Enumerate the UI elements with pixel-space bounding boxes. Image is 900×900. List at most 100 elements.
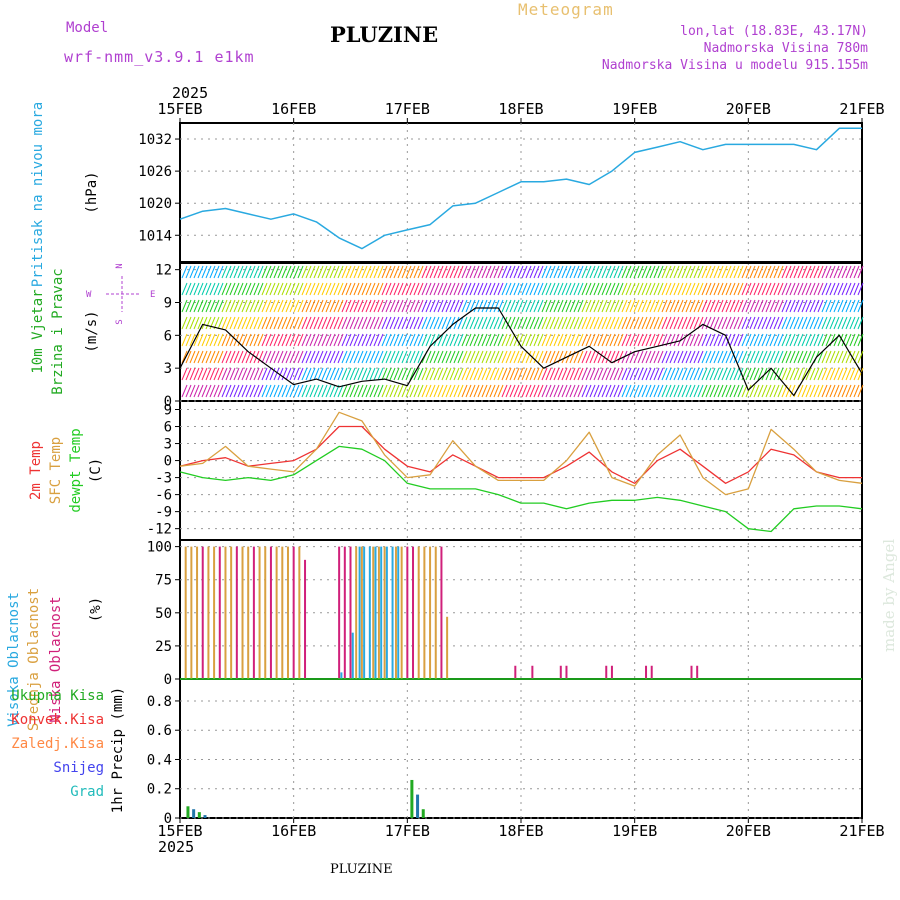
wind-barb: [749, 367, 756, 381]
wind-barb: [809, 282, 816, 296]
y-tick-label: 9: [164, 295, 172, 311]
mid-cloud-bar: [247, 546, 250, 679]
wind-barb: [497, 282, 504, 296]
wind-barb: [793, 367, 800, 381]
temp-line-sfc: [179, 411, 863, 496]
wind-barb: [713, 316, 720, 330]
wind-barb: [673, 367, 680, 381]
wind-barb: [413, 299, 420, 313]
wind-barb: [221, 265, 228, 279]
wind-barb: [841, 367, 848, 381]
wind-barb: [281, 333, 288, 347]
wind-barb: [617, 350, 624, 364]
wind-barb: [425, 350, 432, 364]
wind-barb: [645, 265, 652, 279]
wind-barb: [481, 350, 488, 364]
wind-barb: [793, 333, 800, 347]
wind-barb: [381, 333, 388, 347]
wind-barb: [293, 367, 300, 381]
wind-barb: [669, 367, 676, 381]
wind-barb: [433, 384, 440, 398]
mid-cloud-bar: [230, 546, 233, 679]
wind-barb: [385, 316, 392, 330]
wind-barb: [529, 367, 536, 381]
wind-barb: [425, 333, 432, 347]
wind-barb: [349, 299, 356, 313]
wind-barb: [205, 282, 212, 296]
wind-barb: [609, 350, 616, 364]
wind-barb: [745, 299, 752, 313]
wind-barb: [705, 299, 712, 313]
wind-barb: [429, 282, 436, 296]
wind-barb: [233, 282, 240, 296]
wind-barb: [325, 299, 332, 313]
wind-barb: [797, 282, 804, 296]
wind-barb: [825, 282, 832, 296]
wind-barb: [489, 367, 496, 381]
wind-barb: [757, 367, 764, 381]
y-tick-label: 1020: [138, 196, 172, 212]
wind-barb: [369, 299, 376, 313]
wind-barb: [689, 299, 696, 313]
wind-barb: [533, 350, 540, 364]
wind-barb: [409, 265, 416, 279]
wind-barb: [297, 350, 304, 364]
wind-barb: [777, 384, 784, 398]
wind-barb: [333, 316, 340, 330]
wind-barb: [281, 367, 288, 381]
wind-barb: [273, 299, 280, 313]
wind-barb: [825, 367, 832, 381]
wind-barb: [445, 282, 452, 296]
wind-barb: [649, 350, 656, 364]
wind-barb: [857, 299, 864, 313]
x-tick-label-top: 17FEB: [385, 100, 430, 118]
wind-barb: [277, 299, 284, 313]
wind-barb: [581, 299, 588, 313]
wind-barb: [365, 367, 372, 381]
wind-barb: [545, 282, 552, 296]
wind-barb: [617, 299, 624, 313]
wind-barb: [701, 265, 708, 279]
wind-barb: [409, 333, 416, 347]
wind-barb: [517, 333, 524, 347]
wind-barb: [653, 384, 660, 398]
wind-barb: [373, 350, 380, 364]
wind-barb: [501, 333, 508, 347]
wind-barb: [233, 299, 240, 313]
wind-barb: [577, 299, 584, 313]
wind-barb: [209, 299, 216, 313]
wind-barb: [597, 316, 604, 330]
wind-barb: [737, 316, 744, 330]
wind-barb: [789, 384, 796, 398]
temp2m-label: 2m Temp: [28, 441, 44, 500]
wind-barb: [245, 333, 252, 347]
wind-barb: [717, 367, 724, 381]
wind-barb: [561, 316, 568, 330]
wind-barb: [477, 367, 484, 381]
wind-barb: [701, 282, 708, 296]
wind-barb: [589, 384, 596, 398]
wind-barb: [481, 265, 488, 279]
mid-cloud-bar: [417, 546, 420, 679]
x-tick-label-bottom: 16FEB: [271, 822, 316, 840]
wind-barb: [753, 333, 760, 347]
wind-barb: [185, 333, 192, 347]
wind-barb: [425, 299, 432, 313]
wind-barb: [625, 350, 632, 364]
wind-barb: [473, 384, 480, 398]
wind-barb: [785, 333, 792, 347]
wind-barb: [189, 316, 196, 330]
wind-barb: [325, 316, 332, 330]
wind-barb: [293, 282, 300, 296]
wind-barb: [389, 265, 396, 279]
wind-barb: [241, 299, 248, 313]
wind-barb: [501, 299, 508, 313]
wind-barb: [185, 367, 192, 381]
wind-barb: [289, 333, 296, 347]
wind-barb: [857, 367, 864, 381]
wind-barb: [309, 282, 316, 296]
wind-barb: [653, 333, 660, 347]
wind-barb: [237, 282, 244, 296]
wind-barb: [629, 384, 636, 398]
wind-barb: [333, 367, 340, 381]
